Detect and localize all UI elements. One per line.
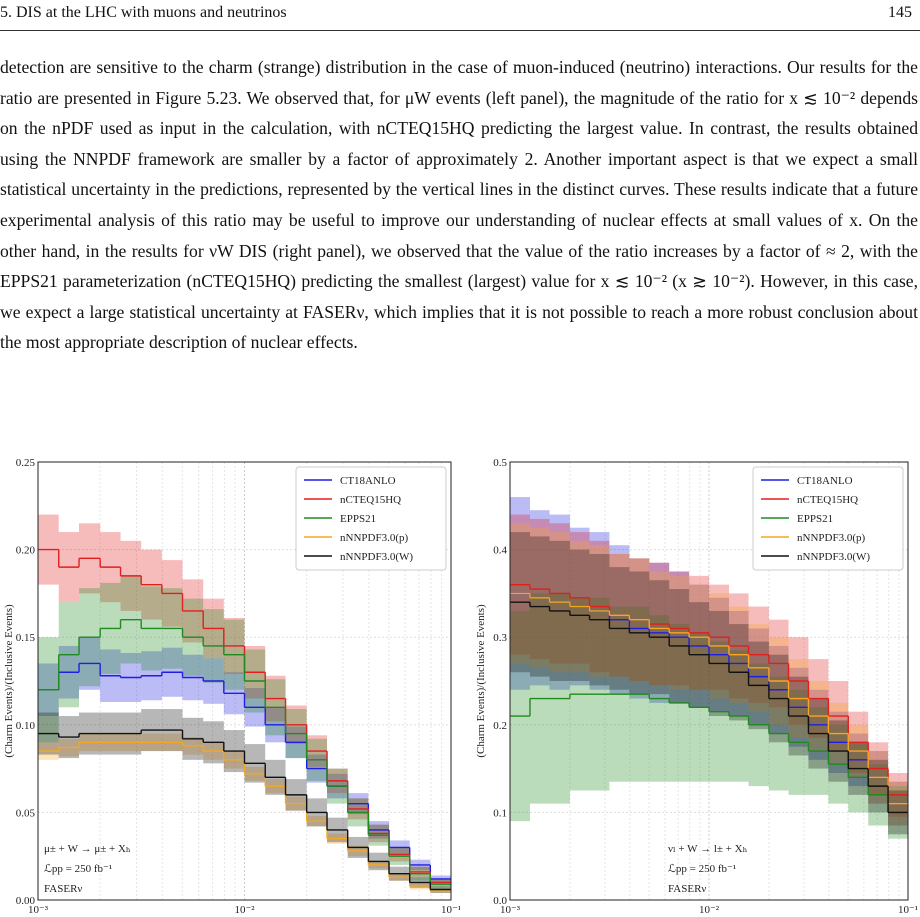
y-tick-label: 0.3: [493, 632, 507, 644]
x-tick-label: 10⁻¹: [441, 904, 460, 916]
legend-label: nNNPDF3.0(W): [797, 551, 870, 563]
x-tick-label: 10⁻³: [500, 904, 521, 916]
x-tick-label: 10⁻³: [28, 904, 49, 916]
legend-label: EPPS21: [797, 513, 833, 525]
annotation: FASERν: [668, 883, 706, 895]
annotation: νₗ + W → l± + Xₕ: [668, 843, 748, 855]
chapter-title: 5. DIS at the LHC with muons and neutrin…: [0, 4, 287, 21]
x-tick-label: 10⁻²: [234, 904, 255, 916]
annotation: μ± + W → μ± + Xₕ: [44, 843, 131, 855]
y-tick-label: 0.2: [493, 720, 507, 732]
legend-label: nCTEQ15HQ: [340, 494, 401, 506]
legend-label: EPPS21: [340, 513, 376, 525]
legend-label: CT18ANLO: [340, 475, 396, 487]
plot-frame: [509, 461, 909, 901]
page-number: 145: [888, 4, 912, 21]
legend-label: nNNPDF3.0(p): [797, 532, 865, 544]
running-header: 5. DIS at the LHC with muons and neutrin…: [0, 0, 920, 31]
y-tick-label: 0.4: [493, 545, 507, 557]
y-tick-label: 0.5: [493, 457, 507, 469]
y-tick-label: 0.10: [16, 720, 36, 732]
plot-frame: [37, 461, 452, 901]
chart-left: 0.000.050.100.150.200.2510⁻³10⁻²10⁻¹x(Ch…: [3, 457, 460, 917]
y-tick-label: 0.25: [16, 457, 36, 469]
annotation: ℒpp = 250 fb⁻¹: [668, 863, 736, 875]
y-axis-label: (Charm Events)/(Inclusive Events): [475, 604, 487, 758]
body-text: detection are sensitive to the charm (st…: [0, 57, 918, 353]
y-tick-label: 0.0: [493, 895, 507, 907]
y-tick-label: 0.20: [16, 545, 36, 557]
legend-label: nNNPDF3.0(W): [340, 551, 413, 563]
y-tick-label: 0.00: [16, 895, 36, 907]
annotation: FASERν: [44, 883, 82, 895]
y-tick-label: 0.05: [16, 807, 36, 819]
x-tick-label: 10⁻²: [699, 904, 720, 916]
chart-right: 0.00.10.20.30.40.510⁻³10⁻²10⁻¹x(Charm Ev…: [475, 457, 918, 917]
y-tick-label: 0.15: [16, 632, 36, 644]
y-tick-label: 0.1: [493, 807, 507, 819]
legend-label: nCTEQ15HQ: [797, 494, 858, 506]
annotation: ℒpp = 250 fb⁻¹: [44, 863, 112, 875]
x-tick-label: 10⁻¹: [898, 904, 918, 916]
legend-label: CT18ANLO: [797, 475, 853, 487]
legend-box: [752, 466, 904, 571]
legend-label: nNNPDF3.0(p): [340, 532, 408, 544]
legend-box: [295, 466, 447, 571]
y-axis-label: (Charm Events)/(Inclusive Events): [3, 604, 15, 758]
